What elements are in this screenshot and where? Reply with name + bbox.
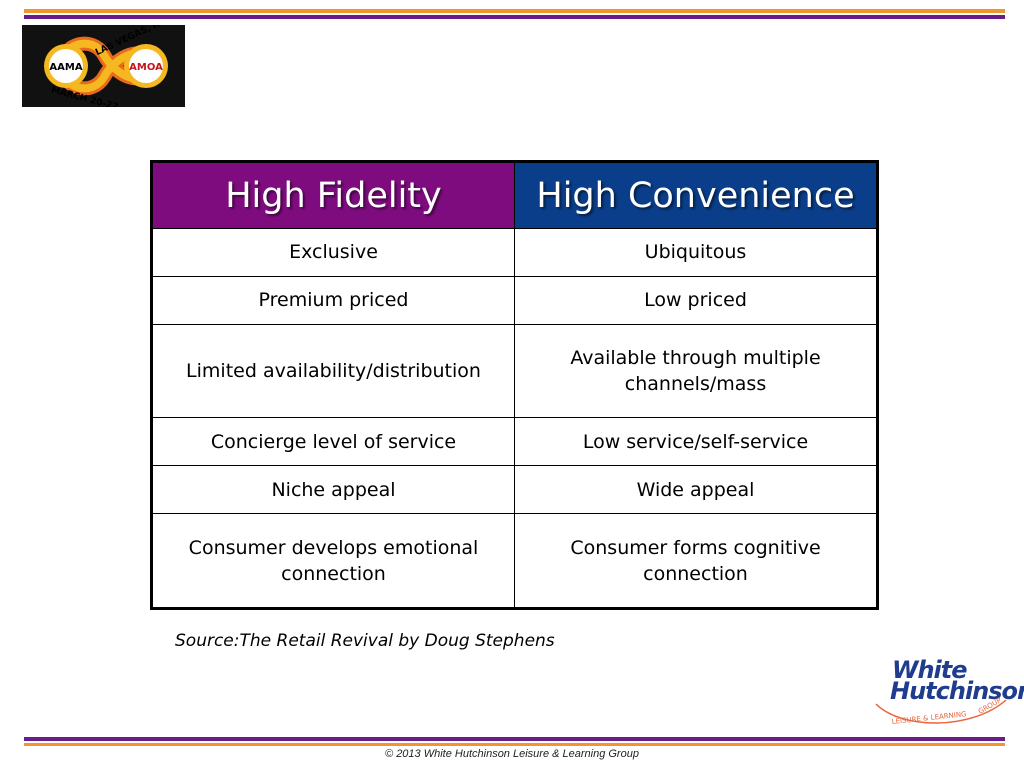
cell-convenience: Wide appeal xyxy=(514,465,877,515)
source-citation: Source:The Retail Revival by Doug Stephe… xyxy=(175,631,555,651)
table-row: Limited availability/distribution Availa… xyxy=(152,323,877,419)
comparison-table: High Fidelity High Convenience Exclusive… xyxy=(150,160,879,610)
cell-fidelity: Consumer develops emotional connection xyxy=(152,513,515,608)
table-row: Exclusive Ubiquitous xyxy=(152,228,877,277)
top-purple-rule xyxy=(24,15,1005,19)
copyright-footer: © 2013 White Hutchinson Leisure & Learni… xyxy=(385,748,639,760)
cell-fidelity: Limited availability/distribution xyxy=(152,323,515,419)
top-orange-rule xyxy=(24,9,1005,13)
logo-left-badge: AAMA xyxy=(49,62,82,73)
cell-fidelity: Premium priced xyxy=(152,275,515,325)
header-high-fidelity: High Fidelity xyxy=(152,162,515,229)
header-high-convenience: High Convenience xyxy=(514,162,877,229)
brand-line-2: Hutchinson xyxy=(890,677,1024,705)
event-logo: AAMA AMOA LAS VEGAS, NV MARCH 20-22 xyxy=(22,25,185,107)
table-row: Concierge level of service Low service/s… xyxy=(152,417,877,467)
brand-logo: White Hutchinson LEISURE & LEARNING GROU… xyxy=(872,656,1024,732)
cell-convenience: Consumer forms cognitive connection xyxy=(514,513,877,608)
cell-convenience: Low priced xyxy=(514,275,877,325)
cell-fidelity: Concierge level of service xyxy=(152,417,515,467)
table-row: Consumer develops emotional connection C… xyxy=(152,513,877,608)
cell-fidelity: Niche appeal xyxy=(152,465,515,515)
bottom-purple-rule xyxy=(24,737,1005,741)
cell-convenience: Low service/self-service xyxy=(514,417,877,467)
table-row: Niche appeal Wide appeal xyxy=(152,465,877,515)
table-row: Premium priced Low priced xyxy=(152,275,877,325)
cell-fidelity: Exclusive xyxy=(152,228,515,277)
logo-right-badge: AMOA xyxy=(129,62,163,73)
table-header-row: High Fidelity High Convenience xyxy=(152,162,877,229)
brand-line-1: White xyxy=(892,656,968,684)
bottom-orange-rule xyxy=(24,743,1005,746)
cell-convenience: Ubiquitous xyxy=(514,228,877,277)
cell-convenience: Available through multiple channels/mass xyxy=(514,323,877,419)
